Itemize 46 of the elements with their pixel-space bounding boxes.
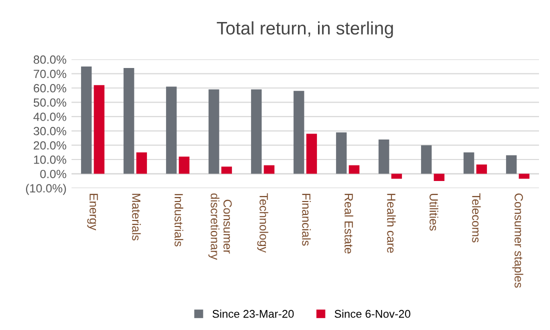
x-tick-label: Materials (132, 194, 141, 240)
legend-label: Since 6-Nov-20 (334, 310, 410, 318)
bar (178, 156, 190, 174)
bar (336, 132, 347, 174)
bar (264, 165, 274, 174)
bar (391, 174, 402, 179)
y-tick-label: 20.0% (34, 141, 66, 150)
bar (348, 165, 360, 174)
x-tick-label: Industrials (174, 194, 184, 246)
y-tick-label: 70.0% (34, 70, 66, 78)
bar (208, 89, 220, 174)
x-tick-label: Real Estate (344, 194, 354, 254)
y-tick-label: 10.0% (34, 156, 66, 164)
x-tick-label: Technology (257, 193, 268, 253)
bar (378, 139, 390, 174)
bar (166, 86, 177, 174)
x-tick-label: Consumer staples (512, 194, 524, 288)
bar (94, 85, 104, 174)
chart-title: Total return, in sterling (216, 21, 393, 38)
y-tick-label: 50.0% (34, 98, 66, 107)
legend-label: Since 23-Mar-20 (212, 310, 294, 318)
x-tick-label: Financials (302, 194, 311, 246)
y-tick-label: 0.0% (40, 170, 66, 178)
y-tick-label: 60.0% (34, 84, 66, 92)
bar (251, 89, 262, 174)
bar (421, 145, 432, 174)
bar (506, 155, 517, 174)
y-tick-label: 40.0% (33, 112, 66, 121)
x-tick-label: Telecoms (472, 193, 481, 242)
x-tick-label: Health care (387, 194, 396, 253)
y-tick-label: (10.0%) (26, 184, 66, 195)
bar (434, 174, 444, 181)
bar (221, 166, 232, 174)
bar (476, 164, 487, 174)
x-tick-label: Energy (87, 194, 98, 230)
bar (124, 68, 134, 174)
bar (294, 90, 304, 174)
x-tick-label: Consumer discretionary (208, 193, 232, 260)
bar (464, 152, 474, 174)
bar (518, 174, 530, 179)
y-tick-label: 30.0% (34, 126, 66, 136)
bar (81, 66, 92, 174)
bar (136, 152, 147, 174)
y-tick-label: 80.0% (34, 55, 66, 64)
x-tick-label: Utilities (430, 194, 438, 231)
bar (306, 134, 317, 174)
